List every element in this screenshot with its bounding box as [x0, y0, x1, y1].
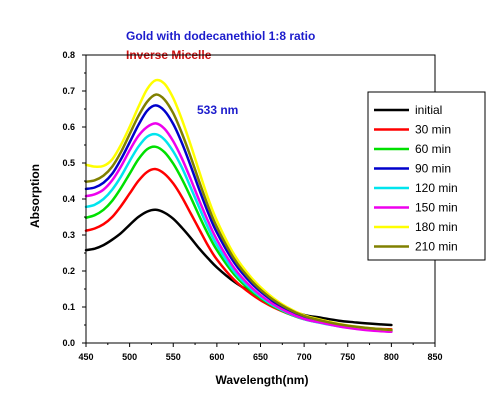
y-tick-label: 0.4 [62, 194, 75, 204]
series-line [84, 122, 393, 334]
legend-label: 30 min [415, 123, 451, 137]
x-tick-label: 500 [122, 352, 137, 362]
chart-title: Gold with dodecanethiol 1:8 ratio [126, 29, 315, 43]
x-tick-label: 850 [427, 352, 442, 362]
tick-layer: 450 500 550 600 650 700 750 800 850 0.0 0.1 0.2 0.3 0… [62, 50, 442, 362]
x-tick-label: 700 [297, 352, 312, 362]
y-tick-label: 0.2 [62, 266, 75, 276]
x-tick-label: 550 [166, 352, 181, 362]
x-axis-label: Wavelength(nm) [216, 373, 309, 387]
x-tick-label: 450 [78, 352, 93, 362]
x-tick-label: 750 [340, 352, 355, 362]
legend-box [367, 91, 486, 261]
y-tick-label: 0.0 [62, 338, 75, 348]
series-layer [84, 78, 393, 334]
series-line [84, 78, 393, 332]
series-line [84, 93, 393, 332]
y-axis-label: Absorption [28, 164, 42, 228]
legend-label: initial [415, 103, 442, 117]
legend: initial 30 min 60 min 90 min 120 min 150 min 1… [374, 103, 458, 254]
legend-label: 180 min [415, 220, 458, 234]
y-tick-label: 0.1 [62, 302, 75, 312]
y-tick-label: 0.6 [62, 122, 75, 132]
x-tick-label: 600 [209, 352, 224, 362]
series-line [84, 132, 393, 333]
y-tick-label: 0.3 [62, 230, 75, 240]
legend-label: 150 min [415, 201, 458, 215]
legend-label: 90 min [415, 162, 451, 176]
x-tick-label: 800 [384, 352, 399, 362]
series-line [84, 208, 393, 327]
y-tick-label: 0.8 [62, 50, 75, 60]
legend-label: 60 min [415, 142, 451, 156]
y-tick-label: 0.5 [62, 158, 75, 168]
legend-label: 210 min [415, 240, 458, 254]
series-line [84, 167, 393, 331]
peak-annotation: 533 nm [197, 103, 238, 117]
y-tick-label: 0.7 [62, 86, 75, 96]
series-line [84, 104, 393, 332]
legend-label: 120 min [415, 181, 458, 195]
series-line [84, 145, 393, 333]
x-tick-label: 650 [253, 352, 268, 362]
